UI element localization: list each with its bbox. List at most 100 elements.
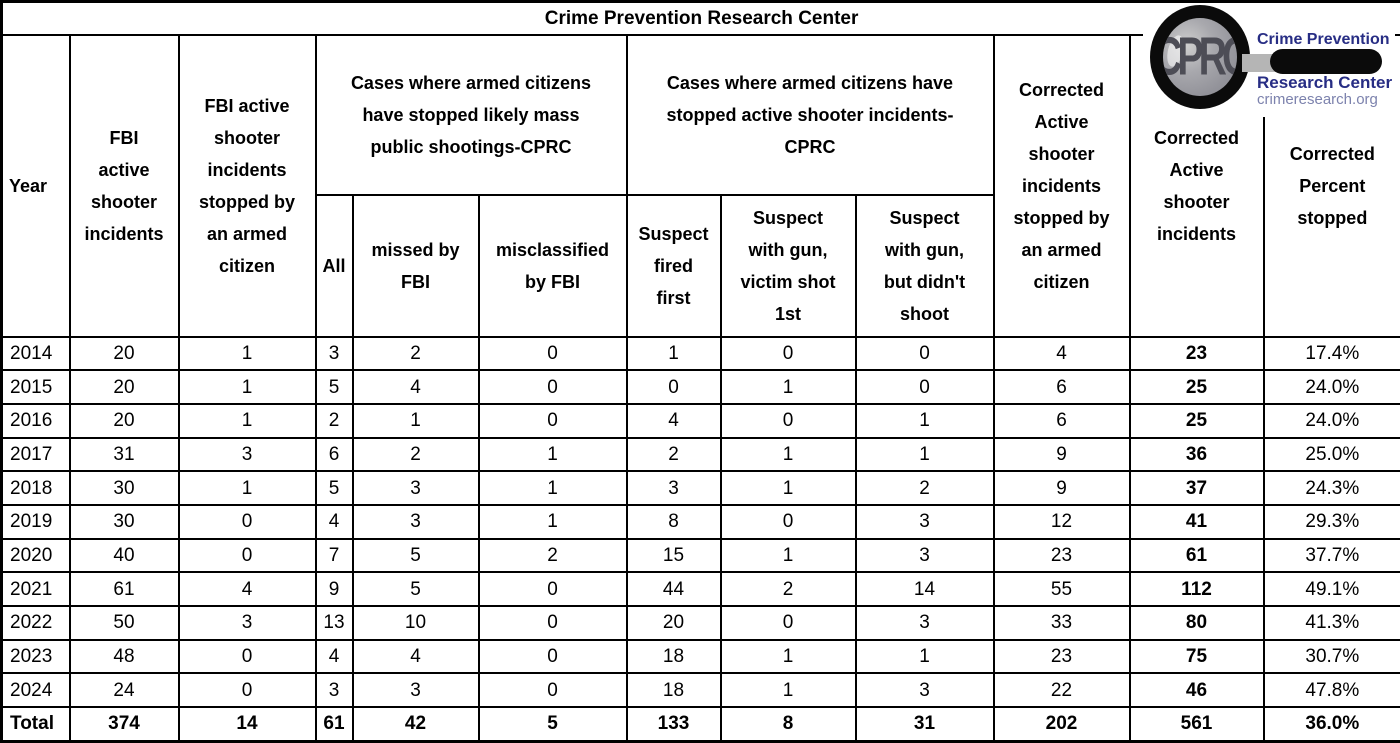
table-row-2020: 2020 40 0 7 5 2 15 1 3 23 61 37.7% bbox=[0, 537, 1400, 574]
data-cell: 2 bbox=[351, 335, 480, 372]
data-cell: 23 bbox=[992, 537, 1131, 574]
data-cell: 0 bbox=[719, 402, 857, 439]
data-cell: 2 bbox=[314, 402, 354, 439]
data-cell: 23 bbox=[1128, 335, 1265, 372]
data-cell: 80 bbox=[1128, 604, 1265, 641]
data-cell: 29.3% bbox=[1262, 503, 1400, 540]
data-cell: 37.7% bbox=[1262, 537, 1400, 574]
data-cell: 1 bbox=[177, 335, 317, 372]
data-cell: 31 bbox=[68, 436, 180, 473]
data-cell: 5 bbox=[314, 470, 354, 506]
table-row-2022: 2022 50 3 13 10 0 20 0 3 33 80 41.3% bbox=[0, 604, 1400, 641]
data-cell: 1 bbox=[477, 503, 628, 540]
table-row-2016: 2016 20 1 2 1 0 4 0 1 6 25 24.0% bbox=[0, 402, 1400, 439]
data-cell: 4 bbox=[314, 503, 354, 540]
data-cell: 374 bbox=[68, 705, 180, 743]
table-row-2018: 2018 30 1 5 3 1 3 1 2 9 37 24.3% bbox=[0, 470, 1400, 506]
data-cell: 18 bbox=[625, 672, 722, 708]
data-cell: 12 bbox=[992, 503, 1131, 540]
data-cell: 5 bbox=[477, 705, 628, 743]
data-cell: 9 bbox=[314, 571, 354, 607]
data-cell: 2 bbox=[625, 436, 722, 473]
data-cell: 24.0% bbox=[1262, 369, 1400, 405]
data-cell: 20 bbox=[625, 604, 722, 641]
data-cell: 3 bbox=[854, 672, 995, 708]
data-cell: 40 bbox=[68, 537, 180, 574]
data-cell: 3 bbox=[854, 537, 995, 574]
data-cell: 5 bbox=[351, 537, 480, 574]
data-cell: 14 bbox=[177, 705, 317, 743]
data-cell: 561 bbox=[1128, 705, 1265, 743]
data-cell: 9 bbox=[992, 470, 1131, 506]
data-cell: 14 bbox=[854, 571, 995, 607]
data-cell: 1 bbox=[177, 369, 317, 405]
data-cell: 50 bbox=[68, 604, 180, 641]
data-cell: 30 bbox=[68, 503, 180, 540]
data-cell: 4 bbox=[625, 402, 722, 439]
data-cell: 4 bbox=[314, 638, 354, 675]
data-cell: 133 bbox=[625, 705, 722, 743]
data-cell: 41.3% bbox=[1262, 604, 1400, 641]
data-cell: 3 bbox=[351, 503, 480, 540]
data-cell: 1 bbox=[477, 470, 628, 506]
data-cell: 1 bbox=[719, 638, 857, 675]
data-cell: 1 bbox=[177, 402, 317, 439]
year-cell: 2022 bbox=[0, 604, 71, 641]
data-cell: 0 bbox=[477, 369, 628, 405]
data-cell: 2 bbox=[719, 571, 857, 607]
data-cell: 0 bbox=[477, 672, 628, 708]
data-cell: 3 bbox=[314, 672, 354, 708]
col-header-didnt-shoot: Suspect with gun, but didn't shoot bbox=[854, 193, 995, 338]
data-cell: 0 bbox=[477, 571, 628, 607]
data-cell: 48 bbox=[68, 638, 180, 675]
group-header-mass-public-shootings: Cases where armed citizens have stopped … bbox=[314, 33, 628, 196]
year-cell: 2016 bbox=[0, 402, 71, 439]
year-cell: 2017 bbox=[0, 436, 71, 473]
data-cell: 7 bbox=[314, 537, 354, 574]
data-cell: 6 bbox=[992, 402, 1131, 439]
data-cell: 0 bbox=[477, 638, 628, 675]
data-cell: 1 bbox=[854, 402, 995, 439]
data-cell: 4 bbox=[351, 638, 480, 675]
data-cell: 33 bbox=[992, 604, 1131, 641]
data-cell: 1 bbox=[719, 672, 857, 708]
col-header-fbi-incidents: FBI active shooter incidents bbox=[68, 33, 180, 338]
year-cell: 2023 bbox=[0, 638, 71, 675]
data-cell: 1 bbox=[719, 470, 857, 506]
data-cell: 25 bbox=[1128, 369, 1265, 405]
col-header-corrected-stopped-by-citizen: Corrected Active shooter incidents stopp… bbox=[992, 33, 1131, 338]
year-cell: 2020 bbox=[0, 537, 71, 574]
data-cell: 0 bbox=[177, 638, 317, 675]
data-cell: 20 bbox=[68, 402, 180, 439]
magnifying-glass-icon: CPRC bbox=[1150, 5, 1250, 109]
table-row-Total: Total 374 14 61 42 5 133 8 31 202 561 36.0% bbox=[0, 705, 1400, 743]
data-cell: 18 bbox=[625, 638, 722, 675]
group-header-active-shooter-incidents: Cases where armed citizens have stopped … bbox=[625, 33, 995, 196]
data-cell: 10 bbox=[351, 604, 480, 641]
data-cell: 3 bbox=[351, 470, 480, 506]
data-cell: 3 bbox=[351, 672, 480, 708]
data-cell: 75 bbox=[1128, 638, 1265, 675]
data-cell: 4 bbox=[992, 335, 1131, 372]
cprc-lens-text: CPRC bbox=[1163, 27, 1237, 87]
data-cell: 0 bbox=[719, 335, 857, 372]
table-body: 2014 20 1 3 2 0 1 0 0 4 23 17.4% 2015 20 1 5 4 0 0 1 0 6 25 24.… bbox=[0, 335, 1400, 743]
data-cell: 13 bbox=[314, 604, 354, 641]
year-cell: 2019 bbox=[0, 503, 71, 540]
data-cell: 202 bbox=[992, 705, 1131, 743]
data-cell: 42 bbox=[351, 705, 480, 743]
data-cell: 47.8% bbox=[1262, 672, 1400, 708]
data-cell: 1 bbox=[177, 470, 317, 506]
year-cell: 2014 bbox=[0, 335, 71, 372]
data-cell: 0 bbox=[625, 369, 722, 405]
data-cell: 5 bbox=[314, 369, 354, 405]
data-cell: 3 bbox=[177, 436, 317, 473]
data-cell: 31 bbox=[854, 705, 995, 743]
data-cell: 1 bbox=[854, 638, 995, 675]
data-cell: 1 bbox=[625, 335, 722, 372]
data-cell: 2 bbox=[477, 537, 628, 574]
data-cell: 112 bbox=[1128, 571, 1265, 607]
data-cell: 17.4% bbox=[1262, 335, 1400, 372]
year-cell: Total bbox=[0, 705, 71, 743]
data-cell: 30 bbox=[68, 470, 180, 506]
